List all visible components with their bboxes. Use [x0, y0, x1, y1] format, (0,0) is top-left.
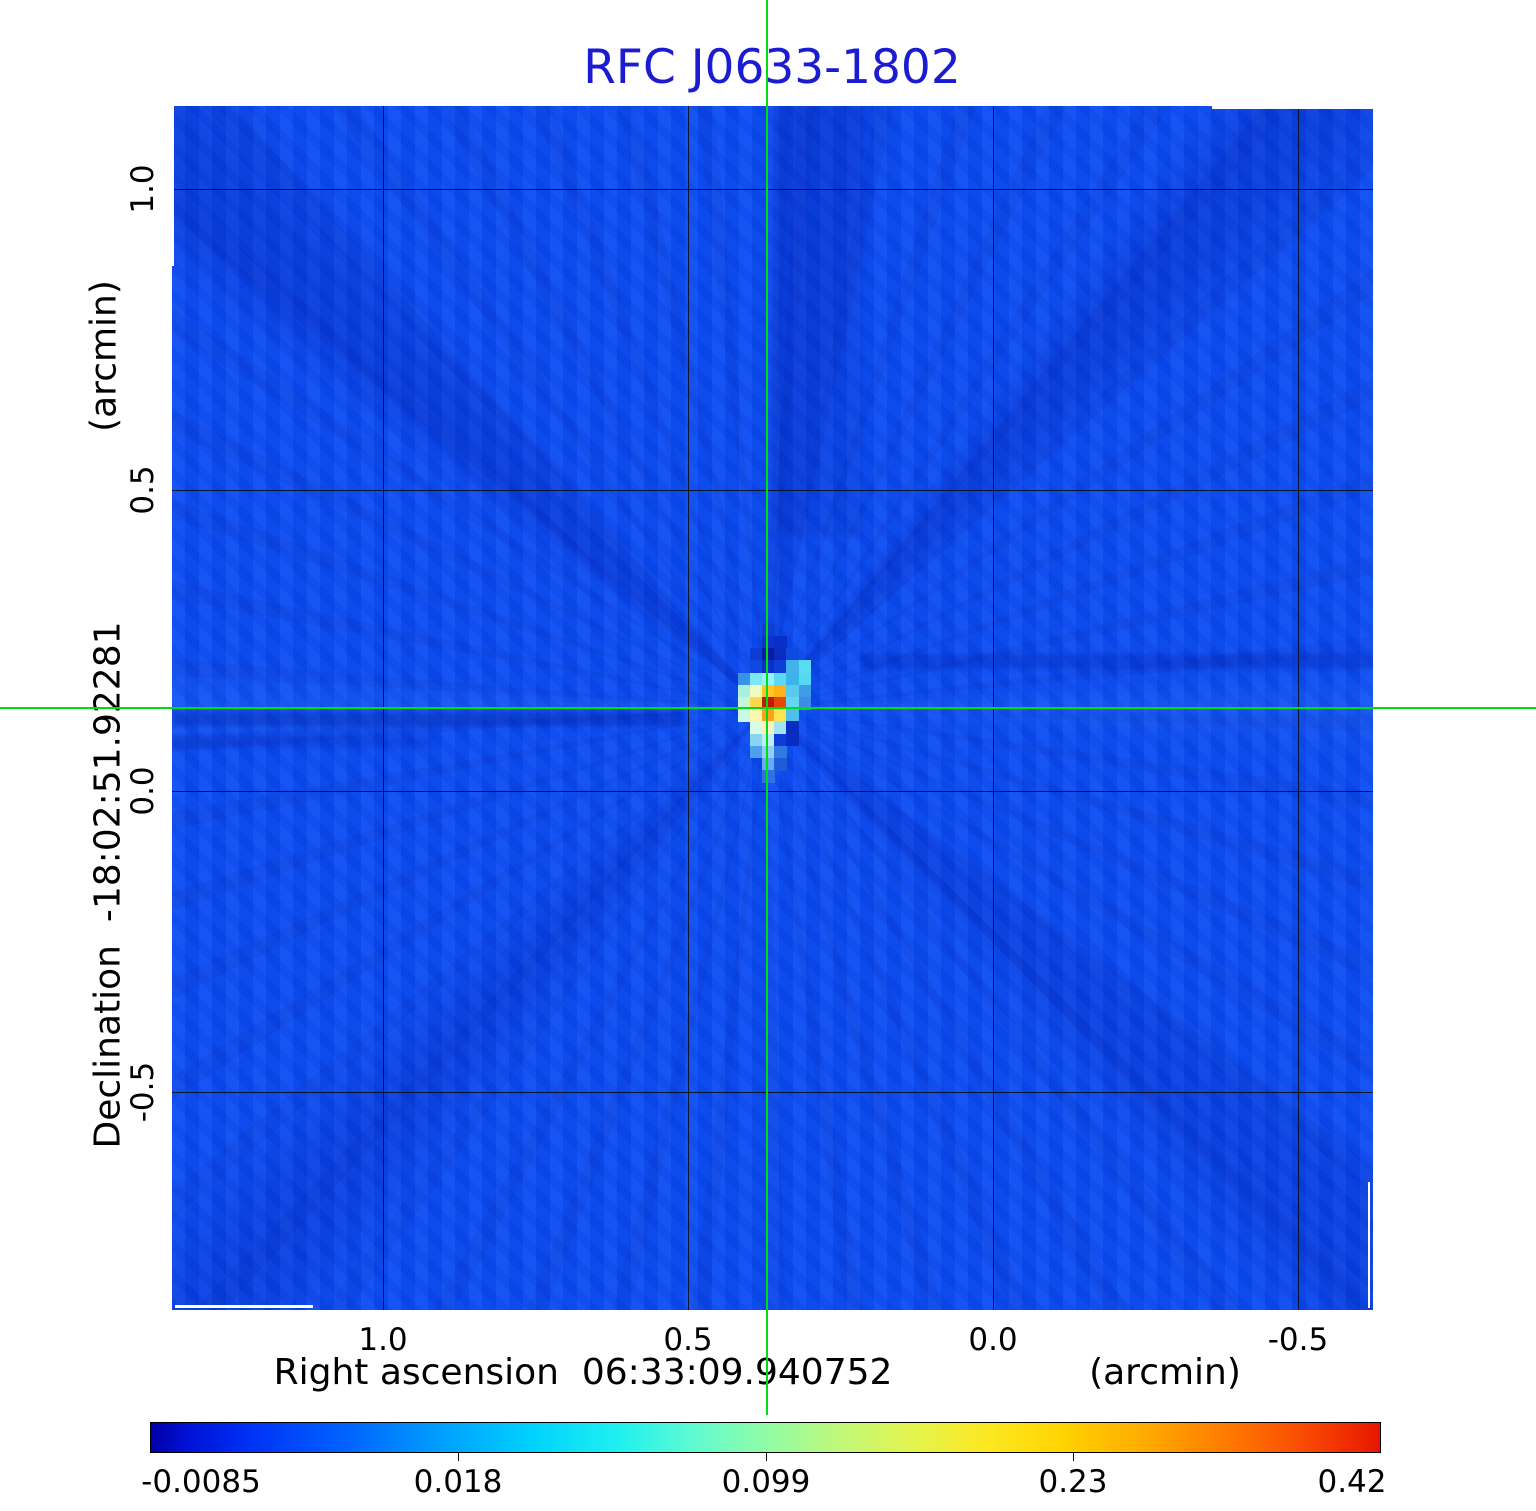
gridline-horizontal [172, 490, 1373, 491]
colorbar-tick-label: 0.099 [721, 1464, 811, 1500]
source-pixel [762, 648, 775, 661]
source-pixel [762, 636, 775, 649]
white-edge-line [175, 1305, 313, 1308]
colorbar-tick [458, 1453, 459, 1461]
y-tick-label: 0.5 [125, 465, 161, 515]
source-pixel [749, 672, 763, 686]
gridline-horizontal [172, 791, 1373, 792]
source-pixel [762, 697, 775, 710]
colorbar-tick-label: 0.018 [413, 1464, 503, 1500]
x-tick-label: 0.5 [663, 1322, 713, 1358]
x-axis-label: Right ascension 06:33:09.940752 [273, 1352, 893, 1393]
gridline-horizontal [172, 1092, 1373, 1093]
source-pixel [762, 672, 775, 686]
crosshair-vertical-line [766, 0, 768, 1415]
y-axis-unit-label: (arcmin) [83, 280, 125, 432]
source-pixel [786, 697, 800, 710]
source-pixel [798, 660, 812, 674]
source-pixel [774, 684, 787, 698]
source-pixel [774, 672, 787, 686]
source-pixel [774, 721, 787, 735]
x-tick-label: 0.0 [968, 1322, 1018, 1358]
source-pixel [762, 745, 775, 759]
source-pixel [762, 721, 775, 735]
colorbar-tick-label: 0.23 [1038, 1464, 1108, 1500]
source-pixel [798, 697, 812, 710]
source-pixel [798, 672, 812, 686]
white-edge-line [172, 106, 174, 266]
x-tick-label: -0.5 [1267, 1322, 1329, 1358]
source-pixel [762, 623, 775, 637]
source-pixel [749, 733, 763, 747]
source-pixel [749, 684, 763, 698]
source-pixel [774, 636, 787, 649]
source-pixel [762, 660, 775, 674]
gridline-horizontal [172, 189, 1373, 190]
source-pixel [786, 721, 800, 735]
source-pixel [749, 660, 763, 674]
y-tick-label: 0.0 [125, 766, 161, 816]
source-pixel [786, 648, 800, 661]
white-edge-line [1368, 1182, 1370, 1308]
colorbar-tick [766, 1453, 767, 1461]
source-pixel [749, 709, 763, 722]
y-axis-label: Declination -18:02:51.92281 [87, 621, 129, 1149]
source-pixel [749, 648, 763, 661]
sidelobe-streak [172, 711, 682, 726]
source-pixel [762, 770, 775, 783]
colorbar-tick-label: -0.0085 [141, 1464, 261, 1500]
source-pixel [786, 709, 800, 722]
source-pixel [786, 733, 800, 747]
source-pixel [737, 684, 751, 698]
source-pixel [737, 672, 751, 686]
source-pixel [737, 709, 751, 722]
crosshair-horizontal-line [0, 707, 1536, 709]
source-pixel [774, 660, 787, 674]
source-pixel [774, 709, 787, 722]
source-pixel [749, 745, 763, 759]
source-pixel [774, 733, 787, 747]
source-pixel [749, 721, 763, 735]
source-pixel [774, 697, 787, 710]
source-pixel [737, 697, 751, 710]
source-pixel [798, 684, 812, 698]
source-pixel [762, 758, 775, 771]
y-tick-label: -0.5 [125, 1061, 161, 1123]
white-edge-line [1212, 106, 1373, 109]
source-pixel [786, 684, 800, 698]
colorbar-tick-label: 0.42 [1317, 1464, 1387, 1500]
plot-title: RFC J0633-1802 [583, 40, 961, 95]
source-pixel [774, 745, 787, 759]
source-pixel [774, 648, 787, 661]
colorbar-gradient [150, 1422, 1381, 1453]
source-pixel [786, 672, 800, 686]
x-axis-unit-label: (arcmin) [1089, 1352, 1241, 1393]
source-pixel [774, 758, 787, 771]
source-pixel [762, 709, 775, 722]
sidelobe-streak [862, 654, 1373, 669]
source-pixel [762, 684, 775, 698]
colorbar-tick [1073, 1453, 1074, 1461]
source-pixel [762, 733, 775, 747]
source-pixel [786, 660, 800, 674]
sidelobe-streak [772, 106, 862, 536]
y-tick-label: 1.0 [125, 164, 161, 214]
x-tick-label: 1.0 [358, 1322, 408, 1358]
source-pixel [749, 697, 763, 710]
sidelobe-streak [172, 736, 432, 748]
